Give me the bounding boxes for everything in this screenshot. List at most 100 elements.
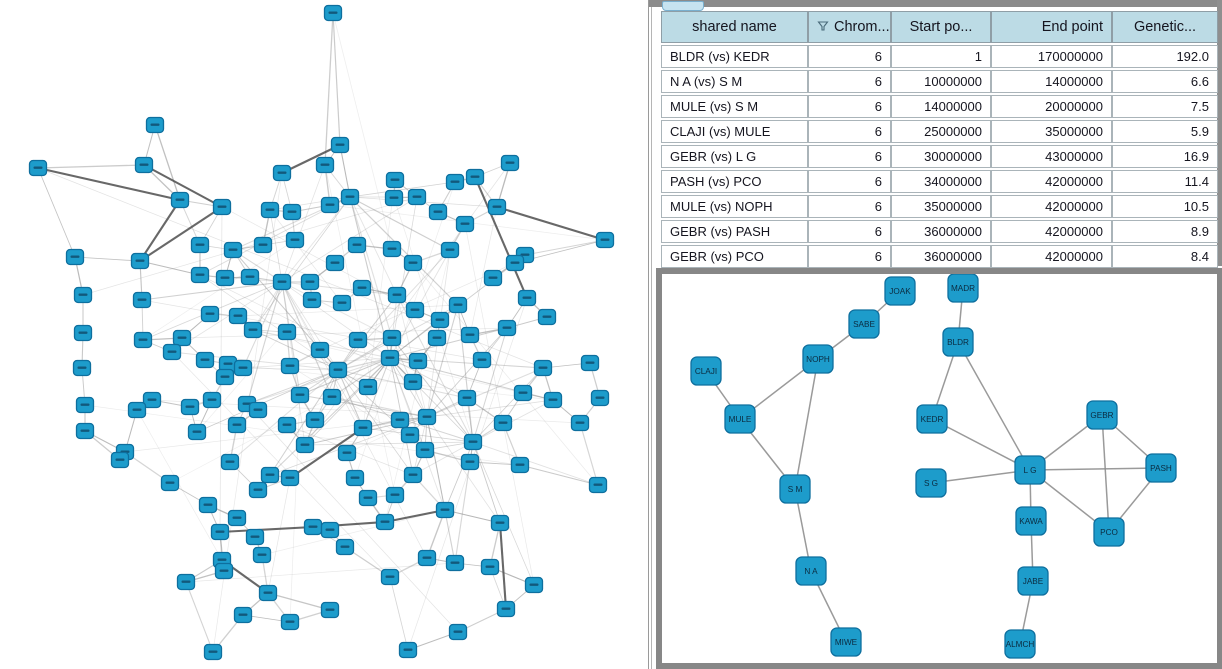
network-node[interactable] (280, 613, 300, 631)
table-row[interactable]: BLDR (vs) KEDR 6 1 170000000 192.0 (661, 45, 1218, 68)
table-cell[interactable]: 14000000 (991, 70, 1112, 93)
network-node[interactable] (400, 426, 420, 444)
network-node[interactable] (382, 240, 402, 258)
node-shape[interactable] (916, 404, 948, 434)
table-cell[interactable]: 14000000 (891, 95, 991, 118)
node-l-g[interactable]: L G (1014, 455, 1046, 485)
network-node[interactable] (390, 411, 410, 429)
top-scrollbar-track[interactable] (649, 0, 1222, 7)
table-cell[interactable]: 6 (808, 195, 891, 218)
network-node[interactable] (337, 444, 357, 462)
node-s-m[interactable]: S M (779, 474, 811, 504)
network-node[interactable] (203, 643, 223, 661)
network-node[interactable] (315, 156, 335, 174)
table-cell[interactable]: 30000000 (891, 145, 991, 168)
network-node[interactable] (280, 357, 300, 375)
network-node[interactable] (233, 359, 253, 377)
node-madr[interactable]: MADR (947, 274, 979, 303)
network-node[interactable] (228, 307, 248, 325)
table-cell[interactable]: 16.9 (1112, 145, 1218, 168)
network-node[interactable] (335, 538, 355, 556)
network-node[interactable] (460, 326, 480, 344)
network-node[interactable] (403, 466, 423, 484)
column-header-0[interactable]: shared name (661, 11, 808, 43)
table-row[interactable]: MULE (vs) NOPH 6 35000000 42000000 10.5 (661, 195, 1218, 218)
network-node[interactable] (133, 331, 153, 349)
node-noph[interactable]: NOPH (802, 344, 834, 374)
network-node[interactable] (302, 291, 322, 309)
network-node[interactable] (590, 389, 610, 407)
table-cell[interactable]: BLDR (vs) KEDR (661, 45, 808, 68)
network-node[interactable] (403, 254, 423, 272)
network-node[interactable] (358, 378, 378, 396)
network-node[interactable] (227, 509, 247, 527)
node-shape[interactable] (1017, 566, 1049, 596)
node-shape[interactable] (802, 344, 834, 374)
table-cell[interactable]: 7.5 (1112, 95, 1218, 118)
network-node[interactable] (325, 254, 345, 272)
network-node[interactable] (472, 351, 492, 369)
network-node[interactable] (533, 359, 553, 377)
network-node[interactable] (407, 188, 427, 206)
node-sabe[interactable]: SABE (848, 309, 880, 339)
network-node[interactable] (348, 331, 368, 349)
column-header-1[interactable]: Chrom... (808, 11, 891, 43)
network-node[interactable] (417, 408, 437, 426)
network-node[interactable] (428, 203, 448, 221)
network-node[interactable] (463, 433, 483, 451)
column-header-2[interactable]: Start po... (891, 11, 991, 43)
network-node[interactable] (73, 286, 93, 304)
network-node[interactable] (405, 301, 425, 319)
network-node[interactable] (465, 168, 485, 186)
table-cell[interactable]: 192.0 (1112, 45, 1218, 68)
table-cell[interactable]: GEBR (vs) PASH (661, 220, 808, 243)
network-node[interactable] (202, 391, 222, 409)
node-shape[interactable] (884, 276, 916, 306)
network-node[interactable] (187, 423, 207, 441)
node-pco[interactable]: PCO (1093, 517, 1125, 547)
network-node[interactable] (200, 305, 220, 323)
node-n-a[interactable]: N A (795, 556, 827, 586)
table-cell[interactable]: 20000000 (991, 95, 1112, 118)
network-node[interactable] (353, 419, 373, 437)
table-cell[interactable]: GEBR (vs) PCO (661, 245, 808, 268)
table-cell[interactable]: 6 (808, 95, 891, 118)
network-node[interactable] (295, 436, 315, 454)
network-node[interactable] (305, 411, 325, 429)
node-shape[interactable] (779, 474, 811, 504)
network-node[interactable] (210, 523, 230, 541)
network-node[interactable] (497, 319, 517, 337)
network-node[interactable] (110, 451, 130, 469)
table-cell[interactable]: MULE (vs) S M (661, 95, 808, 118)
network-node[interactable] (487, 198, 507, 216)
node-gebr[interactable]: GEBR (1086, 400, 1118, 430)
network-node[interactable] (427, 329, 447, 347)
node-shape[interactable] (1014, 455, 1046, 485)
network-node[interactable] (272, 164, 292, 182)
table-row[interactable]: PASH (vs) PCO 6 34000000 42000000 11.4 (661, 170, 1218, 193)
network-node[interactable] (375, 513, 395, 531)
network-node[interactable] (415, 441, 435, 459)
network-node[interactable] (417, 549, 437, 567)
network-node[interactable] (170, 191, 190, 209)
table-cell[interactable]: 42000000 (991, 195, 1112, 218)
network-node[interactable] (277, 416, 297, 434)
network-node[interactable] (172, 329, 192, 347)
network-node[interactable] (248, 481, 268, 499)
network-node[interactable] (332, 294, 352, 312)
network-node[interactable] (352, 279, 372, 297)
network-node[interactable] (408, 352, 428, 370)
node-jabe[interactable]: JABE (1017, 566, 1049, 596)
network-node[interactable] (358, 489, 378, 507)
node-kawa[interactable]: KAWA (1015, 506, 1047, 536)
network-node[interactable] (303, 518, 323, 536)
network-node[interactable] (75, 396, 95, 414)
selected-network-canvas[interactable]: JOAK MADR SABE BLDR NOPH CLAJI MULE KEDR GEBR L G… (662, 274, 1217, 663)
network-node[interactable] (493, 414, 513, 432)
node-kedr[interactable]: KEDR (916, 404, 948, 434)
node-almch[interactable]: ALMCH (1004, 629, 1036, 659)
table-cell[interactable]: 6 (808, 70, 891, 93)
node-mule[interactable]: MULE (724, 404, 756, 434)
node-pash[interactable]: PASH (1145, 453, 1177, 483)
network-node[interactable] (73, 324, 93, 342)
